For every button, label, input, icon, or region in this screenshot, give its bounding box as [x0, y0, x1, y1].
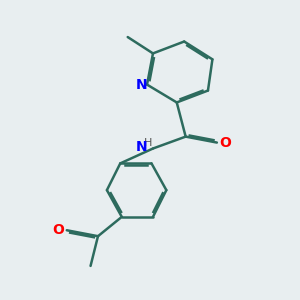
- Text: O: O: [52, 223, 64, 237]
- Text: N: N: [136, 140, 148, 154]
- Text: H: H: [144, 138, 153, 148]
- Text: O: O: [219, 136, 231, 150]
- Text: N: N: [136, 78, 148, 92]
